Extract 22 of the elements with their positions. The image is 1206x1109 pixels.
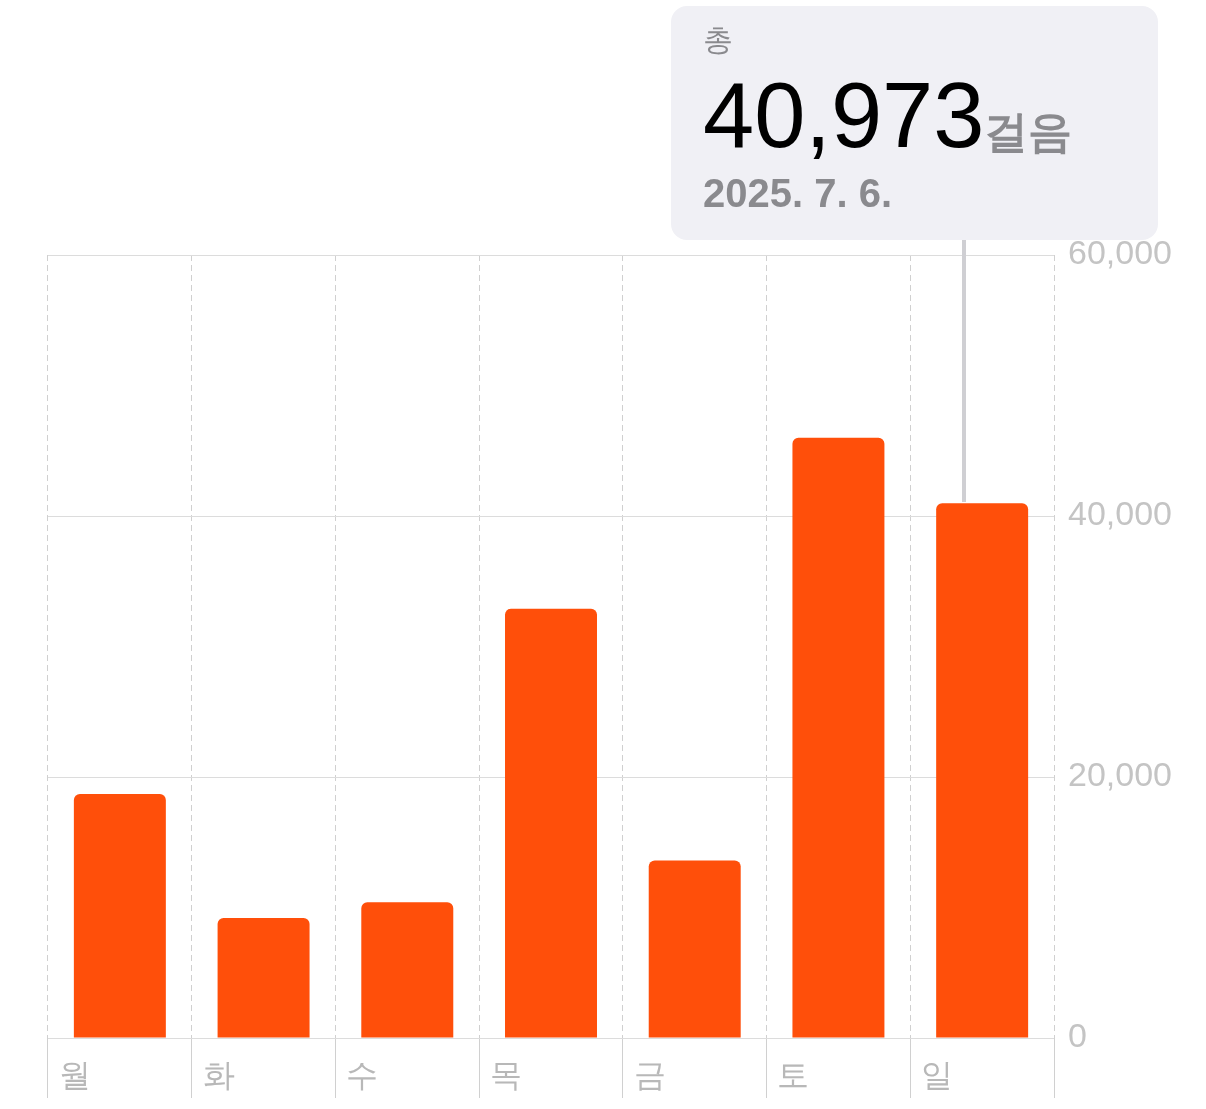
x-tick-label: 월 [58, 1057, 91, 1094]
text: 총 [703, 22, 734, 58]
text: 40,973 [703, 64, 985, 166]
bar [648, 860, 741, 1038]
x-tick-label: 화 [202, 1057, 235, 1094]
bar [73, 793, 166, 1038]
bar [217, 917, 310, 1038]
x-tick-label: 목 [490, 1057, 522, 1094]
y-tick-label: 0 [1068, 1016, 1087, 1055]
bar [361, 902, 454, 1038]
text: 걸음 [984, 107, 1073, 156]
bar [505, 608, 597, 1038]
y-tick-label: 40,000 [1068, 494, 1173, 533]
bar [936, 503, 1029, 1038]
y-tick-label: 20,000 [1068, 755, 1173, 794]
x-tick-label: 토 [777, 1057, 810, 1094]
y-tick-label: 60,000 [1068, 233, 1173, 272]
text: 2025. 7. 6. [703, 171, 894, 216]
x-tick-label: 금 [633, 1057, 666, 1094]
bar [792, 437, 885, 1038]
x-tick-label: 수 [346, 1057, 379, 1094]
x-tick-label: 일 [921, 1057, 954, 1094]
